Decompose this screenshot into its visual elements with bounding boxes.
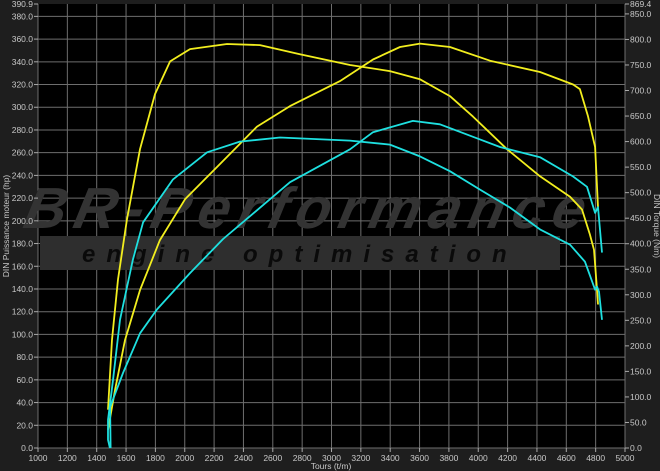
x-tick-label: 4400 — [527, 453, 546, 463]
y-right-tick-label: 200.0 — [630, 341, 652, 351]
x-tick-label: 4000 — [469, 453, 488, 463]
x-tick-label: 2400 — [234, 453, 253, 463]
y-left-tick-label: 280.0 — [12, 125, 34, 135]
y-left-tick-label: 60.0 — [16, 375, 33, 385]
y-left-tick-label: 160.0 — [12, 261, 34, 271]
y-right-tick-label: 400.0 — [630, 239, 652, 249]
y-left-tick-label: 180.0 — [12, 239, 34, 249]
y-left-tick-label: 80.0 — [16, 352, 33, 362]
y-left-tick-label: 20.0 — [16, 420, 33, 430]
y-left-tick-label: 380.0 — [12, 11, 34, 21]
x-tick-label: 5000 — [616, 453, 635, 463]
y-axis-left-label: DIN Puissance moteur (hp) — [1, 175, 11, 278]
y-right-tick-label: 50.0 — [630, 417, 647, 427]
watermark-tagline: engine optimisation — [82, 241, 518, 268]
x-tick-label: 2000 — [175, 453, 194, 463]
y-right-tick-label: 869.4 — [630, 0, 652, 9]
y-left-tick-label: 0.0 — [21, 443, 33, 453]
series-line-3 — [109, 120, 603, 449]
x-tick-label: 2200 — [205, 453, 224, 463]
y-right-tick-label: 300.0 — [630, 290, 652, 300]
axis-ticks: 1000 1200 1400 1600 1800 2000 2200 2400 2600 2800… — [12, 0, 652, 463]
series-group — [107, 42, 603, 449]
y-left-tick-label: 390.9 — [12, 0, 34, 9]
y-left-tick-label: 360.0 — [12, 34, 34, 44]
watermark-logo: BR-Performance engine optimisation — [19, 177, 592, 270]
y-right-tick-label: 350.0 — [630, 264, 652, 274]
y-right-tick-label: 150.0 — [630, 366, 652, 376]
y-left-tick-label: 260.0 — [12, 148, 34, 158]
y-right-tick-label: 0.0 — [630, 443, 642, 453]
y-right-tick-label: 550.0 — [630, 162, 652, 172]
y-left-tick-label: 40.0 — [16, 398, 33, 408]
y-axis-right-label: DIN Torque (Nm) — [652, 194, 660, 258]
y-right-tick-label: 500.0 — [630, 188, 652, 198]
y-right-tick-label: 800.0 — [630, 34, 652, 44]
x-tick-label: 3200 — [351, 453, 370, 463]
series-line-2 — [107, 136, 603, 449]
x-tick-label: 1600 — [117, 453, 136, 463]
y-right-tick-label: 650.0 — [630, 111, 652, 121]
watermark-band — [40, 236, 560, 270]
y-right-tick-label: 250.0 — [630, 315, 652, 325]
series-line-1 — [107, 42, 599, 430]
x-tick-label: 1800 — [146, 453, 165, 463]
x-tick-label: 4800 — [586, 453, 605, 463]
y-left-tick-label: 120.0 — [12, 307, 34, 317]
x-tick-label: 4600 — [557, 453, 576, 463]
y-left-tick-label: 200.0 — [12, 216, 34, 226]
x-tick-label: 3600 — [410, 453, 429, 463]
y-right-tick-label: 100.0 — [630, 392, 652, 402]
y-right-tick-label: 600.0 — [630, 137, 652, 147]
series-line-0 — [107, 43, 599, 410]
x-tick-label: 3000 — [322, 453, 341, 463]
x-tick-label: 4200 — [498, 453, 517, 463]
x-tick-label: 2800 — [293, 453, 312, 463]
y-left-tick-label: 240.0 — [12, 170, 34, 180]
x-tick-label: 1400 — [87, 453, 106, 463]
y-left-tick-label: 220.0 — [12, 193, 34, 203]
x-tick-label: 3400 — [381, 453, 400, 463]
x-tick-label: 3800 — [439, 453, 458, 463]
y-left-tick-label: 140.0 — [12, 284, 34, 294]
x-tick-label: 1200 — [58, 453, 77, 463]
y-right-tick-label: 450.0 — [630, 213, 652, 223]
y-left-tick-label: 320.0 — [12, 80, 34, 90]
y-right-tick-label: 700.0 — [630, 86, 652, 96]
y-left-tick-label: 100.0 — [12, 329, 34, 339]
y-right-tick-label: 750.0 — [630, 60, 652, 70]
y-left-tick-label: 340.0 — [12, 57, 34, 67]
y-left-tick-label: 300.0 — [12, 102, 34, 112]
x-axis-label: Tours (t/m) — [311, 461, 352, 471]
y-right-tick-label: 850.0 — [630, 9, 652, 19]
x-tick-label: 2600 — [263, 453, 282, 463]
x-tick-label: 1000 — [29, 453, 48, 463]
